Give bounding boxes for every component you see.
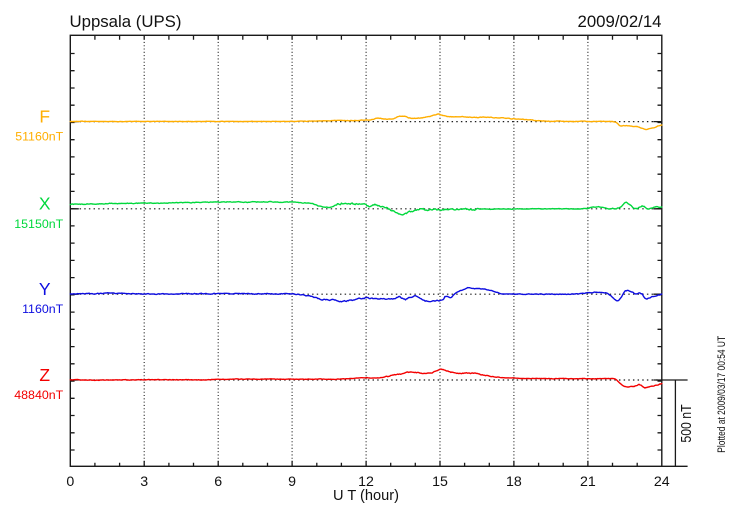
svg-text:Uppsala (UPS): Uppsala (UPS) (70, 12, 182, 31)
svg-text:Y: Y (39, 279, 51, 299)
svg-text:6: 6 (214, 474, 222, 490)
svg-text:X: X (39, 194, 51, 214)
svg-text:Plotted at 2009/03/17 00:54 UT: Plotted at 2009/03/17 00:54 UT (716, 336, 728, 453)
svg-text:12: 12 (358, 474, 374, 490)
svg-text:21: 21 (580, 474, 596, 490)
svg-text:9: 9 (288, 474, 296, 490)
svg-text:15: 15 (432, 474, 448, 490)
svg-text:24: 24 (654, 474, 670, 490)
svg-text:1160nT: 1160nT (22, 302, 64, 316)
svg-text:F: F (39, 106, 50, 126)
svg-text:U T (hour): U T (hour) (333, 488, 399, 504)
svg-text:2009/02/14: 2009/02/14 (578, 12, 662, 31)
svg-text:51160nT: 51160nT (15, 130, 63, 144)
svg-text:18: 18 (506, 474, 522, 490)
svg-text:15150nT: 15150nT (14, 217, 63, 231)
svg-text:Z: Z (39, 365, 50, 385)
svg-text:3: 3 (140, 474, 148, 490)
svg-text:500 nT: 500 nT (678, 404, 694, 443)
svg-text:0: 0 (66, 474, 74, 490)
svg-text:48840nT: 48840nT (14, 388, 63, 402)
